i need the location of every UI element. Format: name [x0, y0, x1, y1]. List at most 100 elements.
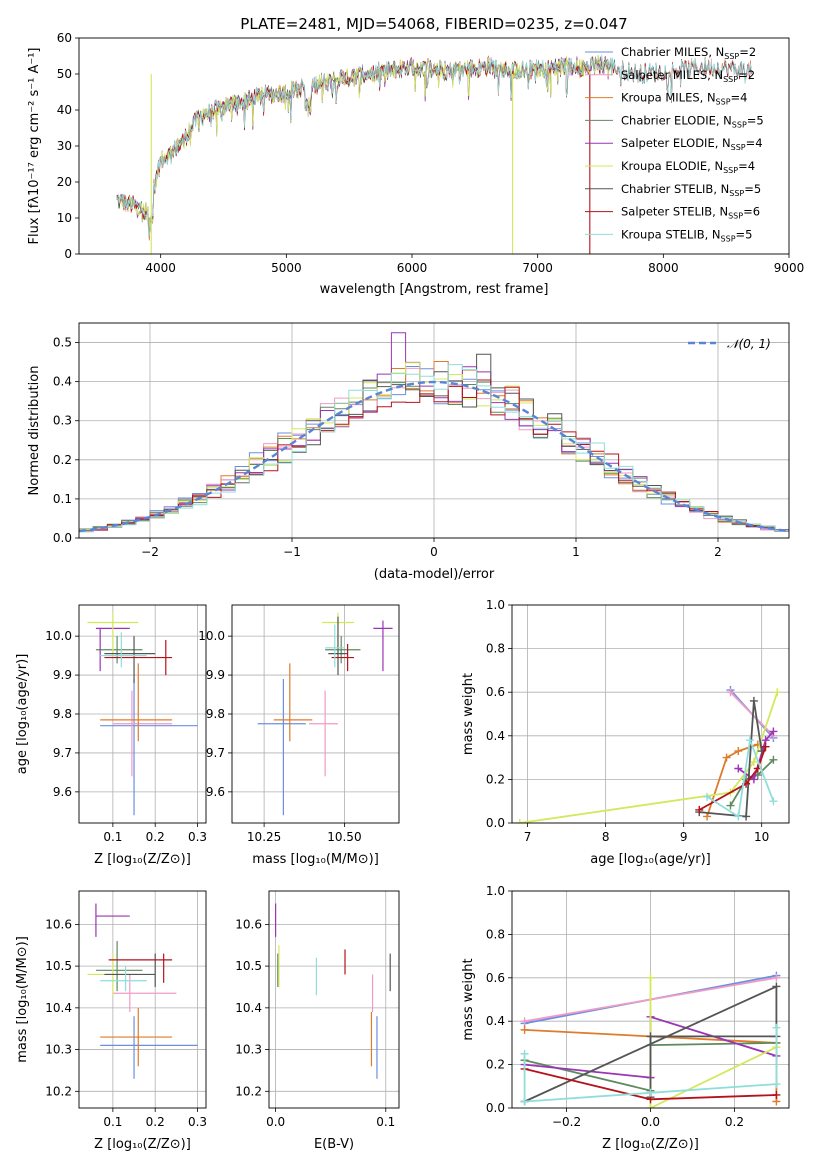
massweight-vs-age-ylabel: mass weight [461, 673, 476, 755]
y-tick-label: 30 [57, 139, 72, 153]
spectrum-axes: 4000 5000 6000 7000 8000 9000 0 10 20 30 40 50 60 [57, 31, 805, 275]
marker-kroupa-stelib [646, 1088, 655, 1097]
age-vs-Z-points [87, 612, 198, 816]
legend-entry-chabrier-stelib: Chabrier STELIB, NSSP=5 [621, 182, 761, 198]
y-tick-label: 0.2 [486, 1058, 505, 1072]
marker-kroupa-elodie [515, 819, 524, 823]
y-tick-label: 10.5 [45, 959, 72, 973]
x-tick-label: 0.2 [725, 1115, 744, 1129]
y-tick-label: 0.0 [53, 531, 72, 545]
marker-kroupa-stelib [772, 1080, 781, 1089]
x-tick-label: −2 [141, 545, 159, 559]
figure-title: PLATE=2481, MJD=54068, FIBERID=0235, z=0… [240, 15, 627, 33]
massweight-vs-age-axes: 7 8 9 10 0.0 0.2 0.4 0.6 0.8 1.0 [486, 598, 789, 844]
residuals-axes: −2 −1 0 1 2 0.0 0.1 0.2 0.3 0.4 0.5 [53, 323, 789, 559]
y-tick-label: 50 [57, 67, 72, 81]
legend-entry-kroupa-stelib: Kroupa STELIB, NSSP=5 [621, 227, 752, 243]
y-tick-label: 0.0 [486, 816, 505, 830]
legend-entry-normal: 𝒩(0, 1) [727, 337, 771, 351]
spectrum-line-kroupa-elodie [116, 54, 614, 234]
x-tick-label: 0.2 [146, 830, 165, 844]
line-kroupa-elodie [519, 691, 779, 823]
x-tick-label: 8000 [648, 261, 679, 275]
y-tick-label: 0.8 [486, 927, 505, 941]
massweight-vs-age-frame [511, 604, 790, 824]
marker-kroupa-miles [722, 753, 731, 762]
marker-kroupa-elodie [646, 973, 655, 982]
spectrum-line-salpeter-elodie [116, 55, 614, 233]
y-tick-label: 40 [57, 103, 72, 117]
spectrum-ylabel: Flux [fλ10⁻¹⁷ erg cm⁻² s⁻¹ A⁻¹] [27, 48, 42, 245]
y-tick-label: 0 [64, 247, 72, 261]
x-tick-label: 0.3 [188, 1115, 207, 1129]
marker-chabrier-elodie [769, 755, 778, 764]
age-vs-mass-axes: 10.25 10.50 9.6 9.7 9.8 9.9 10.0 [198, 605, 399, 844]
line-salpeter-miles [729, 691, 775, 737]
x-tick-label: −0.2 [552, 1115, 581, 1129]
mass-vs-ebv-points [275, 903, 391, 1079]
mass-vs-Z-ylabel: mass [log₁₀(M/M⊙)] [15, 936, 30, 1063]
x-tick-label: 2 [714, 545, 722, 559]
y-tick-label: 9.6 [53, 785, 72, 799]
x-tick-label: 10 [754, 830, 769, 844]
spectrum-frame [78, 37, 790, 255]
y-tick-label: 10.2 [235, 1084, 262, 1098]
y-tick-label: 10 [57, 211, 72, 225]
x-tick-label: 10.25 [247, 830, 281, 844]
line-salpeter-elodie [737, 730, 775, 781]
normal-curve [79, 380, 789, 533]
massweight-vs-Z-lines [520, 971, 781, 1108]
massweight-vs-age-xlabel: age [log₁₀(age/yr)] [590, 852, 711, 867]
y-tick-label: 1.0 [486, 884, 505, 898]
residuals-xlabel: (data-model)/error [374, 567, 495, 582]
marker-salpeter-stelib [695, 805, 704, 814]
x-tick-label: 10.50 [327, 830, 361, 844]
legend-entry-salpeter-stelib: Salpeter STELIB, NSSP=6 [621, 205, 760, 221]
y-tick-label: 0.6 [486, 971, 505, 985]
y-tick-label: 9.9 [53, 668, 72, 682]
marker-salpeter-stelib [772, 1090, 781, 1099]
marker-salpeter-miles [772, 973, 781, 982]
y-tick-label: 0.2 [486, 772, 505, 786]
y-tick-label: 9.9 [206, 668, 225, 682]
y-tick-label: 60 [57, 31, 72, 45]
marker-kroupa-elodie [646, 1104, 655, 1108]
spectrum-legend: Chabrier MILES, NSSP=2 Salpeter MILES, NS… [585, 45, 764, 243]
spectrum-line-chabrier-elodie [116, 55, 614, 232]
y-tick-label: 10.3 [235, 1043, 262, 1057]
massweight-vs-Z-axes: −0.2 0.0 0.2 0.0 0.2 0.4 0.6 0.8 1.0 [486, 884, 789, 1129]
y-tick-label: 10.4 [235, 1001, 262, 1015]
marker-salpeter-elodie [769, 727, 778, 736]
y-tick-label: 10.6 [235, 917, 262, 931]
age-vs-mass-frame [231, 604, 400, 824]
x-tick-label: 8 [602, 830, 610, 844]
y-tick-label: 9.6 [206, 785, 225, 799]
legend-entry-salpeter-elodie: Salpeter ELODIE, NSSP=4 [621, 136, 763, 152]
marker-kroupa-elodie [749, 757, 758, 766]
marker-kroupa-miles [734, 747, 743, 756]
y-tick-label: 0.0 [486, 1101, 505, 1115]
residual-histograms [79, 332, 789, 533]
histogram-salpeter-stelib [79, 379, 789, 532]
age-vs-mass-xlabel: mass [log₁₀(M/M⊙)] [252, 852, 379, 867]
marker-kroupa-stelib [703, 792, 712, 801]
marker-chabrier-stelib [772, 982, 781, 991]
age-vs-Z-ylabel: age [log₁₀(age/yr)] [15, 654, 30, 775]
x-tick-label: −1 [283, 545, 301, 559]
marker-kroupa-miles [703, 812, 712, 821]
y-tick-label: 10.4 [45, 1001, 72, 1015]
y-tick-label: 0.6 [486, 685, 505, 699]
y-tick-label: 10.3 [45, 1043, 72, 1057]
y-tick-label: 10.2 [45, 1084, 72, 1098]
x-tick-label: 4000 [145, 261, 176, 275]
line-chabrier-stelib [699, 700, 763, 818]
x-tick-label: 6000 [397, 261, 428, 275]
y-tick-label: 0.2 [53, 453, 72, 467]
x-tick-label: 0.3 [188, 830, 207, 844]
marker-kroupa-stelib [520, 1097, 529, 1106]
marker-kroupa-stelib [734, 812, 743, 821]
legend-entry-salpeter-miles: Salpeter MILES, NSSP=2 [621, 68, 755, 84]
mass-vs-Z-points [87, 903, 198, 1079]
massweight-vs-Z-frame [511, 890, 790, 1109]
y-tick-label: 0.4 [486, 729, 505, 743]
